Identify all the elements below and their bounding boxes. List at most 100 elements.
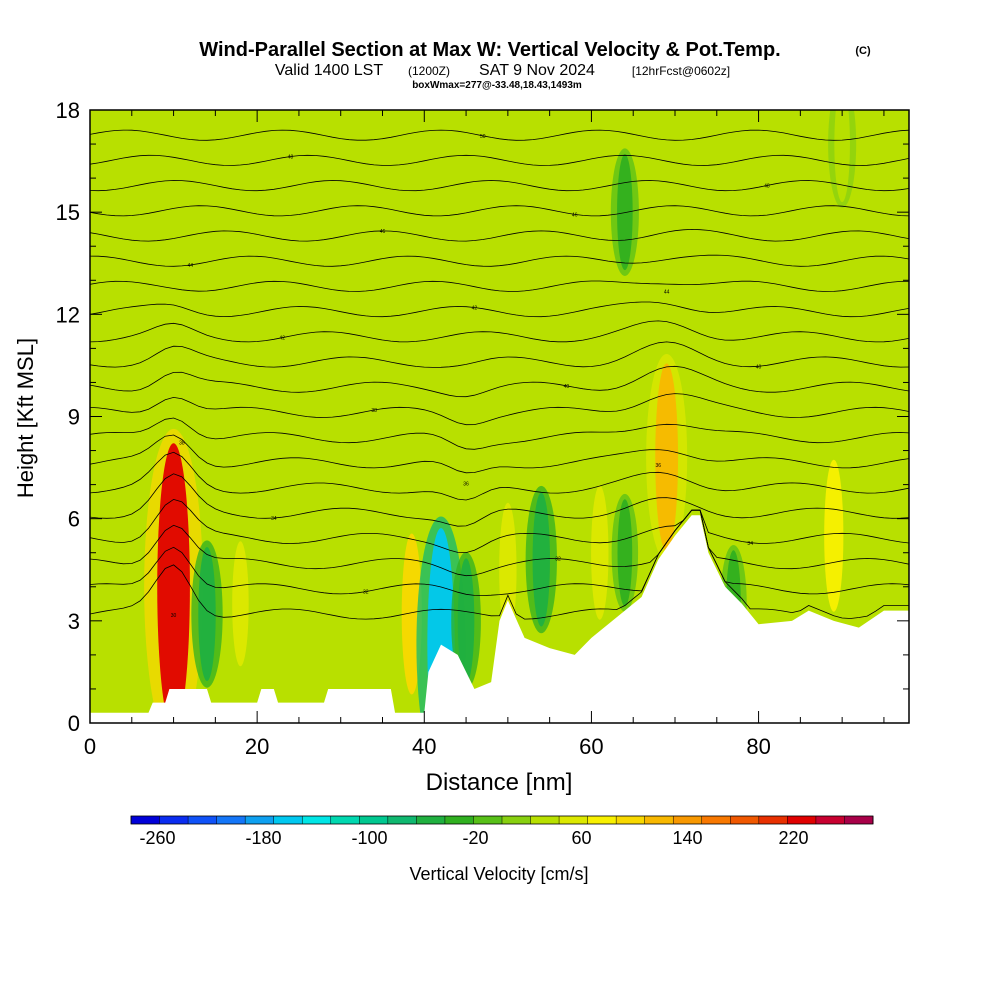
theta-contour	[90, 509, 909, 597]
w-feature-core	[591, 485, 609, 620]
colorbar-swatch	[644, 816, 674, 824]
theta-contour-label: 44	[664, 289, 670, 295]
theta-contour	[90, 473, 909, 527]
theta-contour-label: 50	[480, 134, 486, 140]
theta-contour	[90, 180, 909, 192]
theta-contour	[90, 301, 909, 318]
y-tick-label: 15	[56, 200, 80, 225]
y-tick-label: 3	[68, 609, 80, 634]
colorbar-swatch	[787, 816, 817, 824]
theta-contour-label: 40	[564, 384, 570, 390]
colorbar-swatch	[245, 816, 275, 824]
colorbar-swatch	[273, 816, 303, 824]
chart-title-mark: (C)	[855, 45, 871, 57]
theta-contour-label: 32	[363, 590, 369, 596]
colorbar-swatch	[216, 816, 246, 824]
w-feature-core	[198, 547, 216, 682]
colorbar-swatch	[815, 816, 845, 824]
colorbar-swatch	[844, 816, 874, 824]
colorbar-swatch	[673, 816, 703, 824]
colorbar-tick-label: -180	[245, 828, 281, 848]
colorbar-swatch	[502, 816, 532, 824]
colorbar-swatch	[616, 816, 646, 824]
chart-subtitle-box: boxWmax=277@-33.48,18.43,1493m	[412, 80, 582, 91]
colorbar-swatch	[416, 816, 446, 824]
subtitle-fcst: [12hrFcst@0602z]	[632, 64, 730, 78]
theta-contour-label: 34	[271, 516, 277, 522]
theta-contour-label: 38	[179, 440, 185, 446]
y-tick-label: 9	[68, 405, 80, 430]
x-tick-label: 0	[84, 734, 96, 759]
colorbar-tick-label: 220	[778, 828, 808, 848]
chart-title: Wind-Parallel Section at Max W: Vertical…	[199, 39, 780, 61]
subtitle-valid: Valid 1400 LST	[275, 62, 383, 79]
theta-contour	[90, 417, 909, 450]
theta-contour-label: 30	[171, 613, 177, 619]
theta-contour-label: 48	[288, 155, 294, 161]
colorbar-swatch	[758, 816, 788, 824]
colorbar-swatch	[587, 816, 617, 824]
x-axis-label: Distance [nm]	[426, 769, 573, 796]
colorbar-tick-label: 140	[672, 828, 702, 848]
y-tick-label: 0	[68, 711, 80, 736]
colorbar-swatch	[730, 816, 760, 824]
theta-contour	[90, 393, 909, 426]
subtitle-utc: (1200Z)	[408, 64, 450, 78]
theta-contour-label: 36	[656, 463, 662, 469]
theta-contour	[90, 254, 909, 267]
theta-contour-label: 32	[555, 557, 561, 563]
chart-subtitle: Valid 1400 LST (1200Z) SAT 9 Nov 2024 [1…	[275, 62, 730, 79]
colorbar-tick-label: -100	[351, 828, 387, 848]
potential-temperature-contours: 30 32 32 34 34 36 36 38 38 40 40 42 42 44 44 46 46 48 48 50	[90, 129, 909, 620]
w-feature-core	[655, 363, 679, 552]
theta-contour	[90, 280, 909, 292]
theta-contour-label: 38	[371, 408, 377, 414]
w-feature-core	[457, 558, 475, 684]
x-tick-label: 60	[579, 734, 603, 759]
colorbar-swatch	[159, 816, 189, 824]
x-tick-label: 80	[746, 734, 770, 759]
colorbar-swatch	[701, 816, 731, 824]
theta-contour-label: 36	[463, 481, 469, 487]
theta-contour-label: 48	[764, 184, 770, 190]
w-feature-core	[824, 459, 844, 612]
colorbar-swatch	[188, 816, 218, 824]
colorbar-tick-label: -260	[139, 828, 175, 848]
theta-contour	[90, 434, 909, 474]
plot-area: 30 32 32 34 34 36 36 38 38 40 40 42 42 44 44 46 46 48 48 50	[90, 110, 909, 723]
colorbar-swatch	[131, 816, 161, 824]
colorbar-swatch	[330, 816, 360, 824]
theta-contour-label: 42	[472, 305, 478, 311]
theta-contour-label: 40	[756, 364, 762, 370]
w-feature-core	[834, 110, 850, 203]
theta-contour	[90, 154, 909, 166]
colorbar: -260 -180 -100 -20 60 140 220	[130, 815, 874, 848]
w-feature-core	[157, 443, 190, 723]
theta-contour	[90, 509, 909, 620]
y-tick-label: 6	[68, 507, 80, 532]
theta-contour	[90, 498, 909, 554]
colorbar-swatch	[387, 816, 417, 824]
theta-contour-label: 42	[279, 336, 285, 342]
x-tick-label: 20	[245, 734, 269, 759]
x-tick-label: 40	[412, 734, 436, 759]
theta-contour	[90, 129, 909, 141]
colorbar-tick-label: -20	[462, 828, 488, 848]
y-axis-label: Height [Kft MSL]	[13, 338, 38, 498]
theta-contour	[90, 341, 909, 368]
colorbar-swatch	[359, 816, 389, 824]
y-tick-label: 12	[56, 302, 80, 327]
colorbar-swatch	[302, 816, 332, 824]
terrain-mask	[90, 515, 909, 723]
theta-contour-label: 44	[188, 263, 194, 269]
colorbar-swatch	[444, 816, 474, 824]
subtitle-date: SAT 9 Nov 2024	[479, 62, 595, 79]
colorbar-swatch	[530, 816, 560, 824]
colorbar-label: Vertical Velocity [cm/s]	[409, 864, 588, 884]
colorbar-swatch	[473, 816, 503, 824]
theta-contour-label: 46	[572, 212, 578, 218]
theta-contour	[90, 228, 909, 242]
theta-contour	[90, 320, 909, 343]
